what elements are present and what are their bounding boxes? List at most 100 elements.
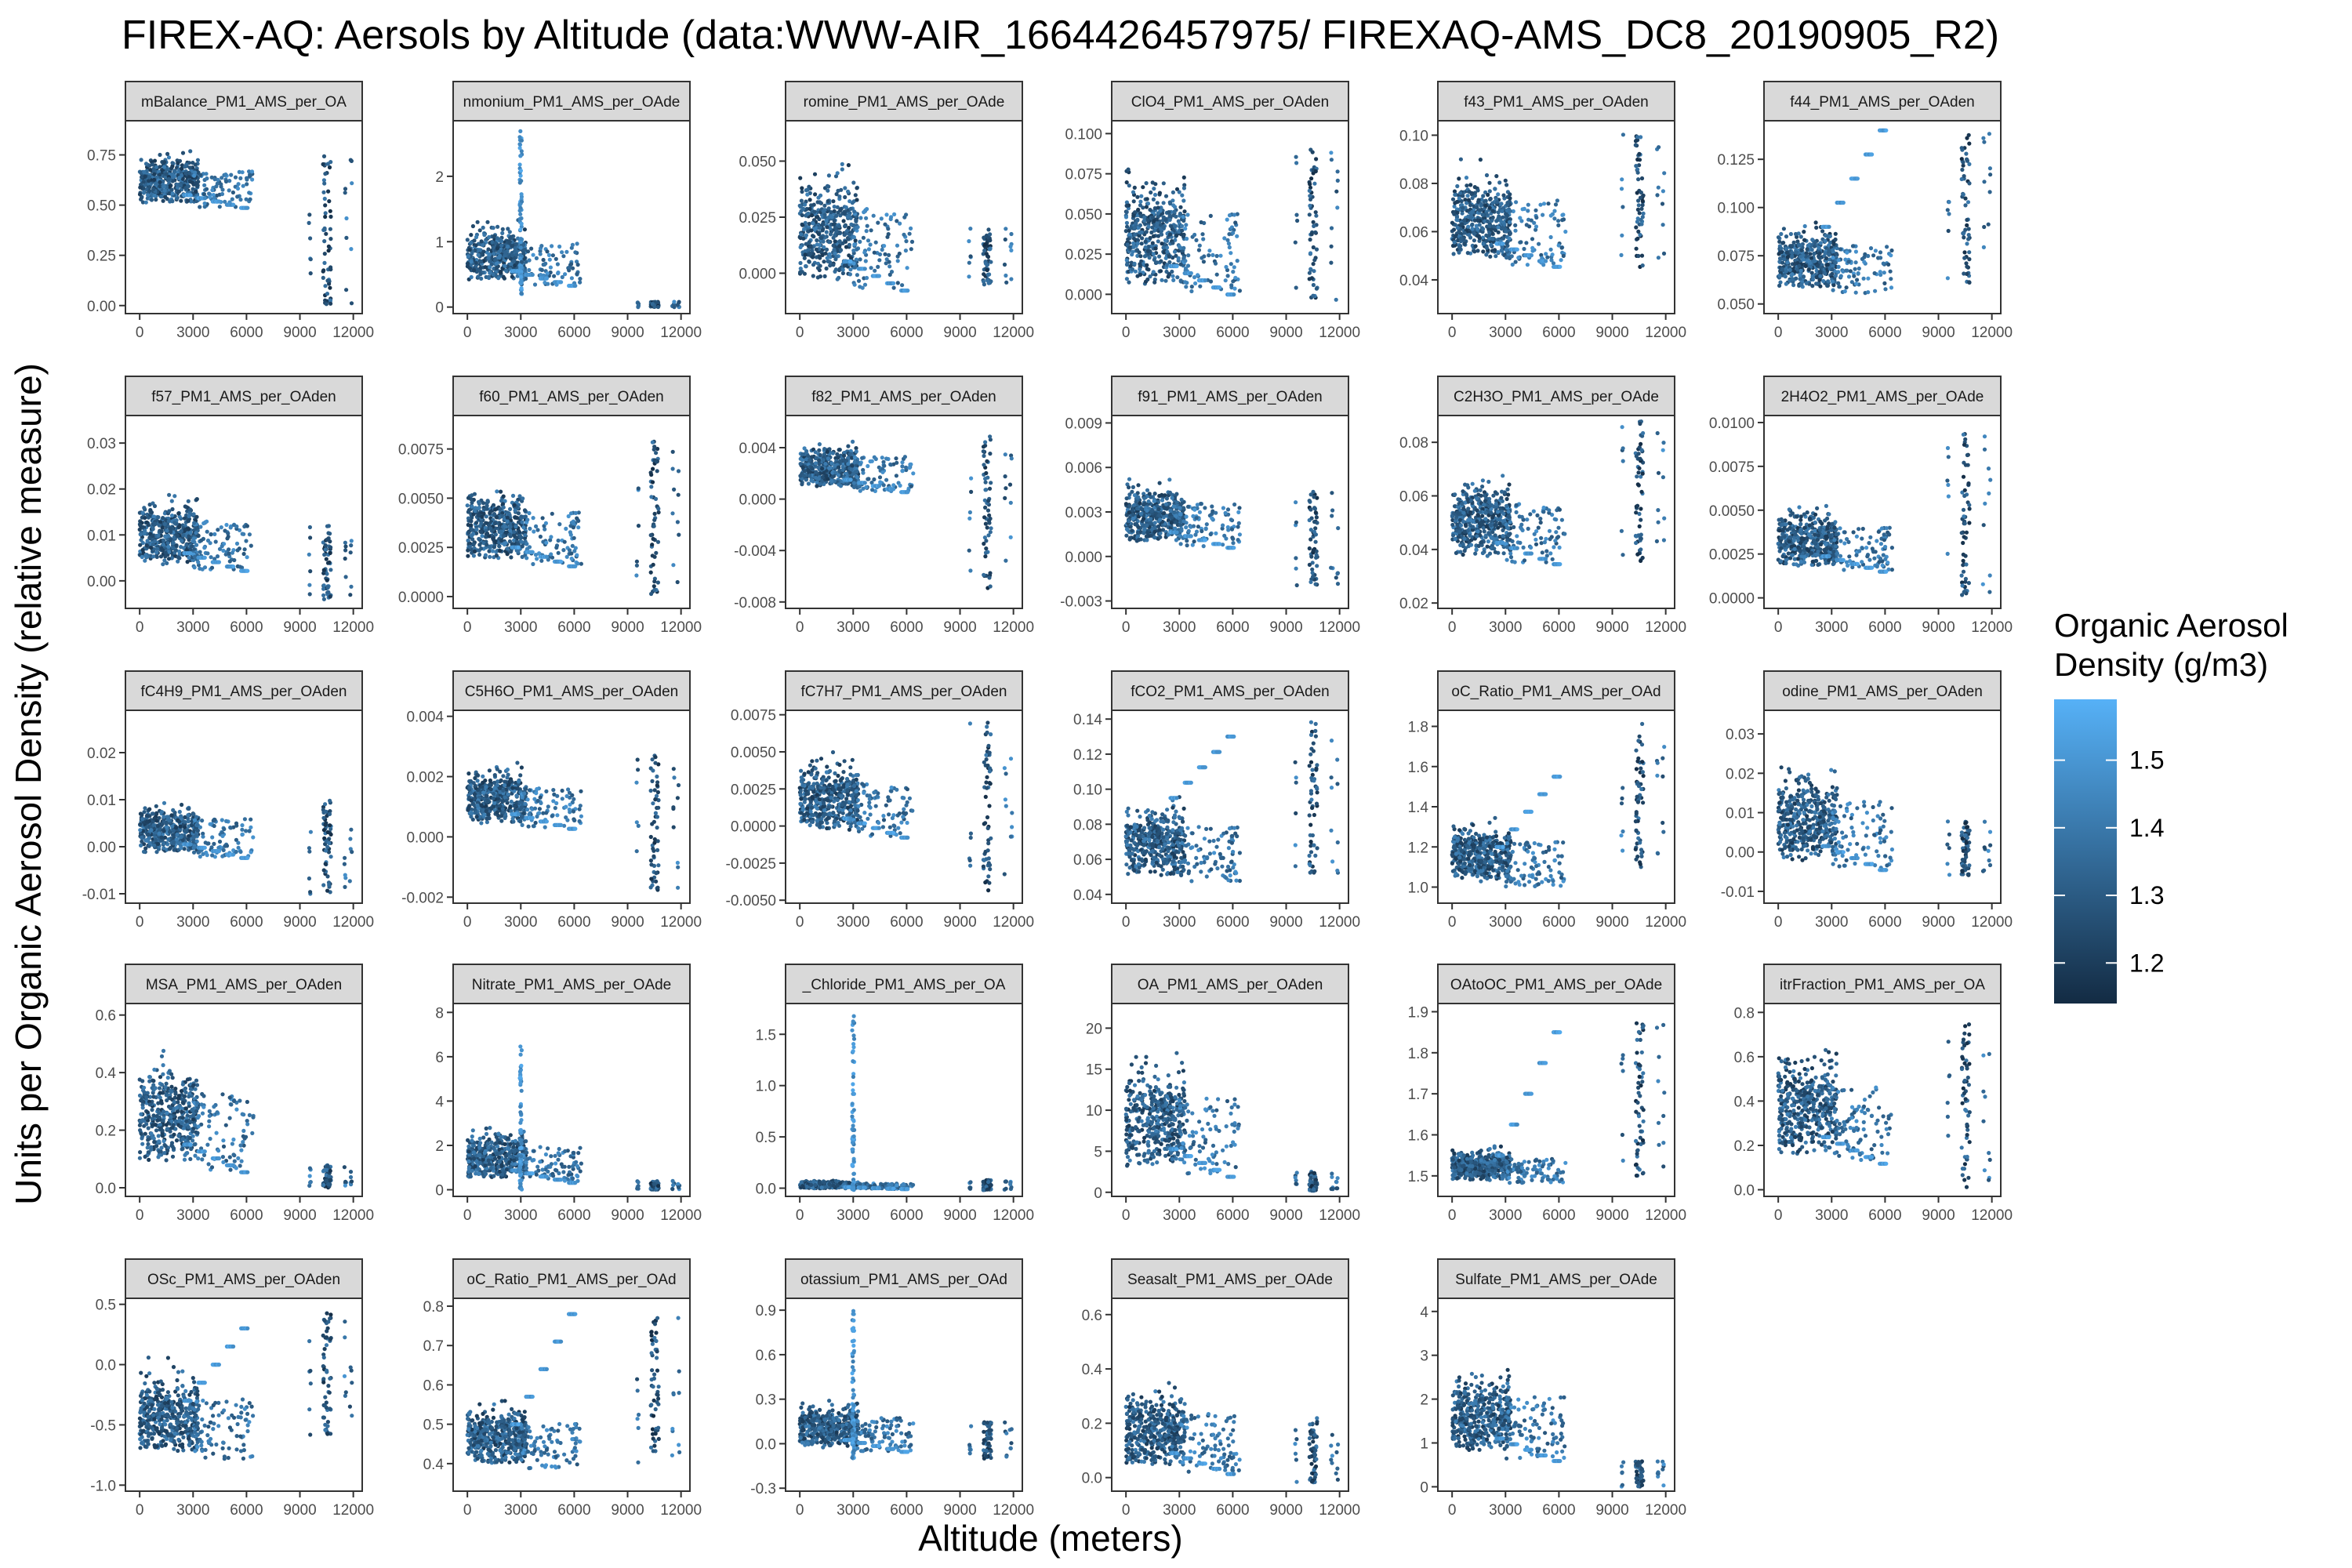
data-point: [1330, 226, 1334, 230]
data-point: [848, 199, 851, 203]
data-point: [900, 283, 904, 287]
data-point: [1779, 246, 1783, 250]
chart-title: FIREX-AQ: Aersols by Altitude (data:WWW-…: [122, 13, 1999, 58]
data-point: [323, 197, 327, 201]
data-point: [327, 199, 331, 203]
data-point: [1126, 238, 1130, 241]
data-point: [1453, 241, 1457, 245]
data-point: [808, 252, 812, 256]
x-tick-label: 6000: [1868, 325, 1901, 341]
data-point: [1131, 214, 1135, 218]
x-tick-label: 3000: [176, 619, 209, 636]
data-point: [519, 169, 523, 172]
data-point: [1546, 201, 1550, 205]
data-point: [511, 494, 515, 498]
data-point: [1229, 283, 1233, 287]
data-point: [811, 221, 815, 225]
data-point: [202, 183, 206, 187]
data-point: [1549, 248, 1553, 252]
data-point: [1837, 285, 1841, 289]
data-point: [1159, 260, 1163, 263]
data-point: [1791, 277, 1795, 281]
data-point: [833, 226, 837, 230]
data-point: [1155, 260, 1159, 264]
data-point: [1963, 203, 1967, 207]
data-point: [986, 227, 990, 231]
data-point: [1779, 232, 1783, 236]
data-point: [854, 226, 858, 230]
data-point: [833, 257, 837, 261]
data-point: [518, 227, 522, 231]
data-point: [1494, 254, 1497, 258]
y-tick-label: 0.00: [87, 299, 116, 315]
data-point: [145, 555, 149, 559]
data-point: [139, 198, 143, 201]
data-point: [479, 546, 483, 550]
facet-panel: f60_PM1_AMS_per_OAden0.00000.00250.00500…: [398, 376, 702, 636]
data-point: [1190, 285, 1194, 289]
data-point: [1849, 269, 1853, 273]
facet-strip-label: f44_PM1_AMS_per_OAden: [1790, 94, 1975, 111]
data-point: [1967, 181, 1971, 185]
data-point: [191, 161, 194, 165]
data-point: [1792, 241, 1796, 245]
data-point: [348, 593, 352, 597]
data-point: [1504, 230, 1508, 234]
data-point: [1478, 223, 1482, 227]
data-point: [846, 190, 850, 194]
data-point: [986, 273, 990, 277]
data-point: [982, 282, 986, 286]
data-point: [841, 268, 845, 272]
data-point: [518, 129, 522, 133]
data-point: [1312, 182, 1316, 186]
data-point: [328, 265, 332, 269]
data-point: [474, 528, 478, 532]
data-point: [1178, 190, 1181, 194]
data-point: [906, 289, 909, 292]
data-point: [520, 540, 524, 544]
data-point: [238, 176, 242, 180]
data-point: [1459, 158, 1463, 162]
data-point: [819, 236, 823, 240]
data-point: [1152, 252, 1156, 256]
data-point: [1227, 241, 1231, 245]
data-point: [1640, 254, 1644, 258]
data-point: [837, 224, 841, 228]
data-point: [140, 158, 143, 162]
data-point: [1152, 270, 1156, 274]
data-point: [1481, 249, 1485, 253]
data-point: [147, 176, 151, 180]
data-point: [1560, 218, 1564, 222]
data-point: [307, 553, 311, 557]
data-point: [144, 201, 148, 205]
data-point: [1797, 264, 1801, 268]
data-point: [1777, 252, 1781, 256]
data-point: [250, 177, 254, 181]
data-point: [150, 198, 154, 201]
data-point: [1882, 281, 1886, 285]
data-point: [855, 273, 859, 277]
data-point: [1805, 281, 1809, 285]
data-point: [209, 532, 213, 536]
data-point: [245, 206, 249, 210]
data-point: [236, 548, 240, 552]
data-point: [1133, 233, 1137, 237]
data-point: [477, 543, 481, 546]
data-point: [1962, 232, 1965, 236]
data-point: [1484, 234, 1488, 238]
data-point: [488, 252, 492, 256]
data-point: [183, 504, 187, 508]
data-point: [1819, 241, 1823, 245]
data-point: [1620, 234, 1624, 238]
data-point: [1450, 221, 1454, 225]
data-point: [1308, 194, 1312, 198]
data-point: [800, 199, 804, 203]
data-point: [1504, 179, 1508, 183]
data-point: [172, 521, 176, 524]
data-point: [176, 534, 180, 538]
data-point: [1967, 142, 1971, 146]
data-point: [1504, 248, 1508, 252]
data-point: [242, 552, 246, 556]
data-point: [1982, 245, 1986, 249]
data-point: [826, 199, 830, 203]
